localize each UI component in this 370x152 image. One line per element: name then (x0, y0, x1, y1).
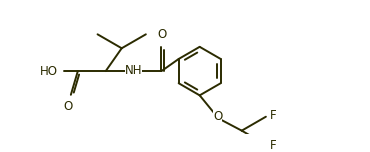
Text: HO: HO (40, 65, 58, 78)
Text: F: F (270, 109, 277, 122)
Text: O: O (158, 28, 167, 41)
Text: O: O (64, 100, 73, 113)
Text: NH: NH (125, 64, 142, 77)
Text: O: O (213, 110, 222, 123)
Text: F: F (270, 139, 277, 152)
